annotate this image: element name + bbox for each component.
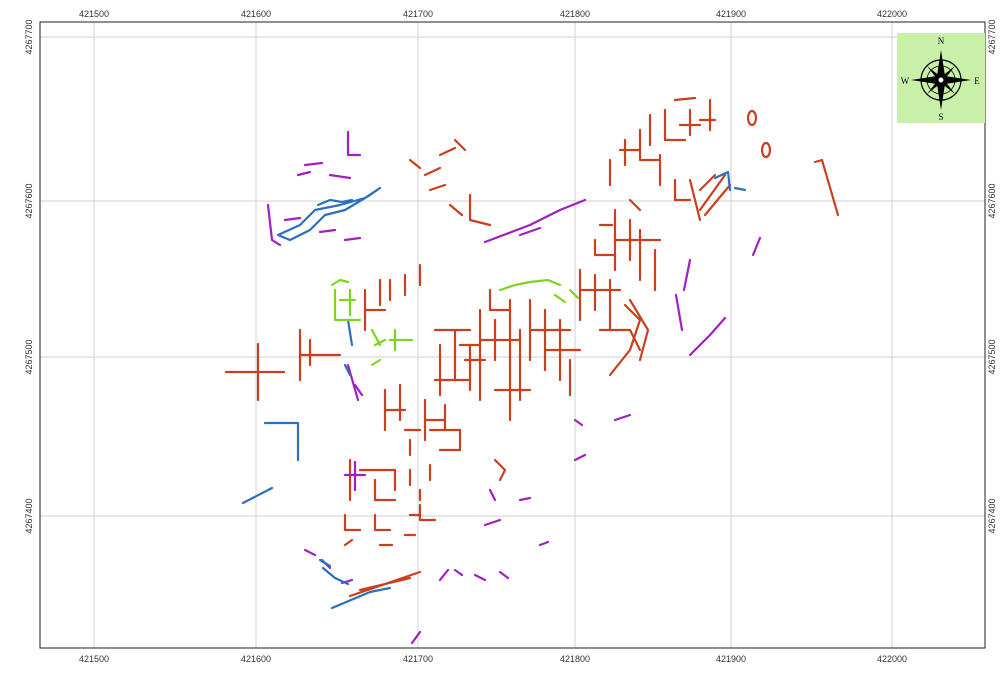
wall-segment bbox=[408, 138, 467, 192]
compass-w-label: W bbox=[901, 76, 910, 86]
blue-segment bbox=[263, 421, 300, 462]
violet-segment bbox=[483, 198, 587, 244]
y-tick-left-4267600: 4267600 bbox=[24, 183, 34, 218]
blue-segment bbox=[318, 558, 350, 586]
wall-grid bbox=[578, 268, 642, 352]
wall-grid bbox=[493, 458, 507, 482]
wall-grid bbox=[608, 113, 662, 212]
wall-grid bbox=[348, 458, 397, 502]
y-ticks-left: 4267700 4267600 4267500 4267400 bbox=[24, 19, 34, 533]
wall-grid bbox=[663, 96, 702, 142]
compass-rose-icon bbox=[911, 50, 971, 110]
violet-segment bbox=[266, 203, 302, 247]
wall-features bbox=[224, 96, 840, 598]
wall-oval bbox=[760, 141, 772, 159]
x-tick-top-421900: 421900 bbox=[716, 9, 746, 19]
wall-grid bbox=[698, 98, 717, 132]
y-tick-right-4267400: 4267400 bbox=[987, 498, 997, 533]
grid bbox=[40, 22, 985, 648]
violet-segment bbox=[674, 258, 692, 332]
wall-grid bbox=[608, 298, 650, 377]
north-arrow: N S E W bbox=[897, 33, 985, 123]
violet-segment bbox=[751, 236, 762, 257]
x-tick-top-421500: 421500 bbox=[79, 9, 109, 19]
green-segment bbox=[553, 288, 580, 304]
violet-segment bbox=[488, 488, 497, 502]
wall-segment bbox=[448, 193, 492, 227]
x-tick-top-421600: 421600 bbox=[241, 9, 271, 19]
x-tick-top-421700: 421700 bbox=[403, 9, 433, 19]
violet-segment bbox=[346, 363, 364, 402]
x-tick-bottom-421600: 421600 bbox=[241, 654, 271, 664]
violet-segment bbox=[438, 568, 510, 582]
wall-grid bbox=[478, 298, 532, 422]
wall-grid bbox=[593, 223, 617, 257]
x-tick-top-421800: 421800 bbox=[560, 9, 590, 19]
blue-segment bbox=[330, 586, 392, 610]
wall-grid bbox=[658, 153, 717, 222]
y-tick-right-4267600: 4267600 bbox=[987, 183, 997, 218]
blue-features bbox=[241, 170, 747, 610]
wall-segment bbox=[298, 328, 342, 382]
wall-grid bbox=[528, 298, 582, 397]
wall-grid bbox=[458, 288, 512, 362]
wall-segment bbox=[813, 158, 840, 217]
blue-segment bbox=[343, 318, 354, 377]
wall-grid bbox=[423, 398, 462, 452]
compass-e-label: E bbox=[974, 76, 980, 86]
green-segment bbox=[370, 328, 414, 352]
violet-segment bbox=[688, 316, 727, 357]
violet-segment bbox=[346, 130, 362, 157]
green-segment bbox=[330, 278, 362, 322]
y-tick-left-4267700: 4267700 bbox=[24, 19, 34, 54]
violet-segment bbox=[296, 161, 352, 180]
blue-segment bbox=[713, 170, 747, 192]
wall-grid bbox=[433, 328, 472, 397]
violet-segment bbox=[303, 548, 354, 585]
green-features bbox=[330, 278, 580, 367]
wall-segment bbox=[348, 570, 422, 598]
blue-loop bbox=[276, 186, 382, 242]
violet-segment bbox=[318, 228, 362, 242]
wall-grid bbox=[698, 173, 732, 217]
x-ticks-bottom: 421500 421600 421700 421800 421900 42200… bbox=[79, 654, 907, 664]
wall-segment bbox=[363, 278, 387, 332]
blue-segment bbox=[316, 198, 354, 207]
x-tick-bottom-421700: 421700 bbox=[403, 654, 433, 664]
x-tick-bottom-421500: 421500 bbox=[79, 654, 109, 664]
x-tick-top-422000: 422000 bbox=[877, 9, 907, 19]
x-ticks-top: 421500 421600 421700 421800 421900 42200… bbox=[79, 9, 907, 19]
x-tick-bottom-421900: 421900 bbox=[716, 654, 746, 664]
wall-cross bbox=[224, 342, 286, 402]
wall-grid bbox=[343, 533, 417, 547]
green-segment bbox=[498, 278, 562, 292]
wall-segment bbox=[388, 263, 422, 302]
wall-oval bbox=[746, 109, 758, 127]
y-tick-right-4267700: 4267700 bbox=[987, 19, 997, 54]
violet-segment bbox=[343, 460, 367, 492]
wall-grid bbox=[408, 463, 432, 502]
compass-s-label: S bbox=[938, 112, 943, 122]
wall-grid bbox=[383, 383, 422, 457]
y-tick-left-4267500: 4267500 bbox=[24, 339, 34, 374]
map-frame bbox=[39, 21, 986, 649]
blue-segment bbox=[241, 486, 274, 505]
compass-n-label: N bbox=[938, 36, 945, 46]
wall-grid bbox=[613, 208, 662, 292]
x-tick-bottom-422000: 422000 bbox=[877, 654, 907, 664]
violet-segment bbox=[483, 496, 550, 547]
violet-segment bbox=[410, 630, 422, 645]
violet-segment bbox=[573, 413, 632, 462]
y-tick-left-4267400: 4267400 bbox=[24, 498, 34, 533]
y-tick-right-4267500: 4267500 bbox=[987, 339, 997, 374]
violet-features bbox=[266, 130, 762, 645]
x-tick-bottom-421800: 421800 bbox=[560, 654, 590, 664]
green-segment bbox=[338, 288, 357, 317]
wall-grid bbox=[343, 503, 437, 532]
green-segment bbox=[370, 358, 382, 367]
y-ticks-right: 4267700 4267600 4267500 4267400 bbox=[987, 19, 997, 533]
